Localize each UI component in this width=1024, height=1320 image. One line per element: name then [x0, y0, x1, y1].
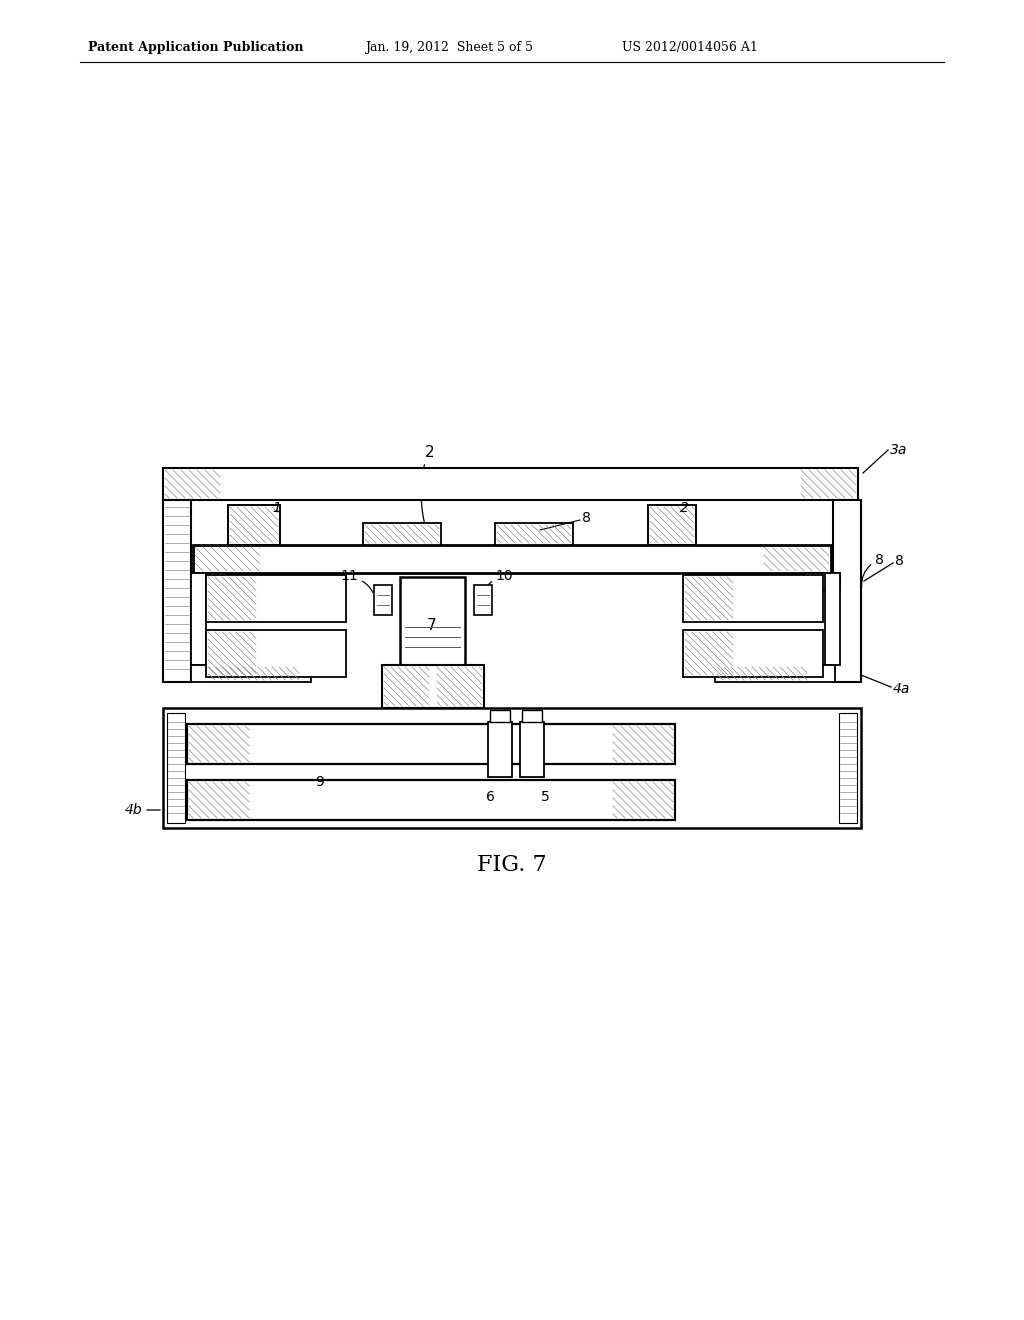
Bar	[382, 665, 484, 708]
Bar	[520, 722, 544, 777]
Bar	[839, 713, 857, 822]
Bar	[187, 723, 675, 764]
Text: Patent Application Publication: Patent Application Publication	[88, 41, 303, 54]
FancyArrowPatch shape	[494, 780, 497, 787]
Text: 5: 5	[541, 789, 549, 804]
Bar	[488, 722, 512, 777]
Bar	[193, 545, 831, 573]
FancyArrowPatch shape	[327, 763, 337, 772]
Text: 1: 1	[272, 502, 281, 515]
Text: 11: 11	[340, 569, 358, 583]
Bar	[167, 713, 185, 822]
Text: 4b: 4b	[124, 803, 142, 817]
Bar	[825, 573, 840, 665]
Text: 7: 7	[427, 618, 437, 632]
Bar	[191, 665, 311, 682]
Text: 2: 2	[425, 445, 435, 459]
Bar	[683, 630, 823, 677]
FancyArrowPatch shape	[258, 515, 268, 524]
Text: 8: 8	[582, 511, 591, 525]
Text: 2: 2	[680, 502, 689, 515]
Text: FIG. 7: FIG. 7	[477, 854, 547, 876]
Bar	[683, 576, 823, 622]
Bar	[715, 665, 835, 682]
Text: 9: 9	[315, 775, 325, 789]
FancyArrowPatch shape	[421, 465, 429, 540]
Bar	[648, 506, 696, 545]
Bar	[163, 469, 858, 500]
Bar	[474, 585, 492, 615]
Text: 3a: 3a	[890, 444, 907, 457]
Text: Jan. 19, 2012  Sheet 5 of 5: Jan. 19, 2012 Sheet 5 of 5	[365, 41, 534, 54]
Bar	[163, 708, 861, 828]
Bar	[374, 585, 392, 615]
FancyArrowPatch shape	[667, 513, 676, 523]
FancyArrowPatch shape	[362, 581, 373, 593]
Text: US 2012/0014056 A1: US 2012/0014056 A1	[622, 41, 758, 54]
Text: 8: 8	[874, 553, 884, 568]
Bar	[490, 710, 510, 722]
Bar	[163, 500, 191, 682]
Bar	[228, 506, 280, 545]
Bar	[206, 576, 346, 622]
Bar	[187, 780, 675, 820]
Bar	[833, 500, 861, 682]
Bar	[495, 523, 573, 545]
FancyArrowPatch shape	[861, 565, 870, 587]
Text: 6: 6	[485, 789, 495, 804]
Text: 8: 8	[895, 554, 904, 568]
Bar	[400, 577, 465, 665]
Bar	[805, 573, 840, 590]
FancyArrowPatch shape	[483, 582, 492, 593]
Text: 10: 10	[495, 569, 513, 583]
Bar	[522, 710, 542, 722]
FancyArrowPatch shape	[538, 780, 543, 787]
Text: 4a: 4a	[893, 682, 910, 696]
Bar	[362, 523, 441, 545]
Bar	[191, 573, 226, 590]
Bar	[206, 630, 346, 677]
Bar	[191, 573, 206, 665]
